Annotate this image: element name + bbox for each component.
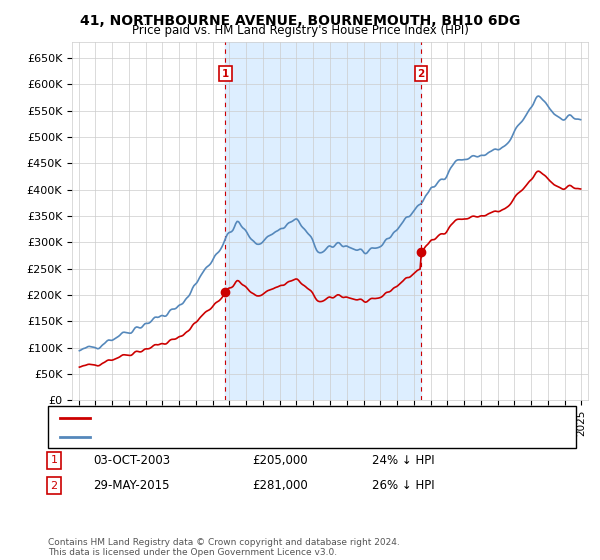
Text: 2: 2 [417, 69, 424, 78]
Text: 2: 2 [50, 480, 58, 491]
Text: 29-MAY-2015: 29-MAY-2015 [93, 479, 170, 492]
Text: Price paid vs. HM Land Registry's House Price Index (HPI): Price paid vs. HM Land Registry's House … [131, 24, 469, 37]
Text: 03-OCT-2003: 03-OCT-2003 [93, 454, 170, 467]
Text: 41, NORTHBOURNE AVENUE, BOURNEMOUTH, BH10 6DG: 41, NORTHBOURNE AVENUE, BOURNEMOUTH, BH1… [80, 14, 520, 28]
Text: 1: 1 [50, 455, 58, 465]
Text: 41, NORTHBOURNE AVENUE, BOURNEMOUTH, BH10 6DG (detached house): 41, NORTHBOURNE AVENUE, BOURNEMOUTH, BH1… [96, 413, 487, 423]
Text: 1: 1 [221, 69, 229, 78]
Text: £205,000: £205,000 [252, 454, 308, 467]
Text: 26% ↓ HPI: 26% ↓ HPI [372, 479, 434, 492]
Text: 24% ↓ HPI: 24% ↓ HPI [372, 454, 434, 467]
Bar [225, 42, 421, 400]
Text: Contains HM Land Registry data © Crown copyright and database right 2024.
This d: Contains HM Land Registry data © Crown c… [48, 538, 400, 557]
Text: HPI: Average price, detached house, Bournemouth Christchurch and Poole: HPI: Average price, detached house, Bour… [96, 432, 484, 442]
Text: £281,000: £281,000 [252, 479, 308, 492]
